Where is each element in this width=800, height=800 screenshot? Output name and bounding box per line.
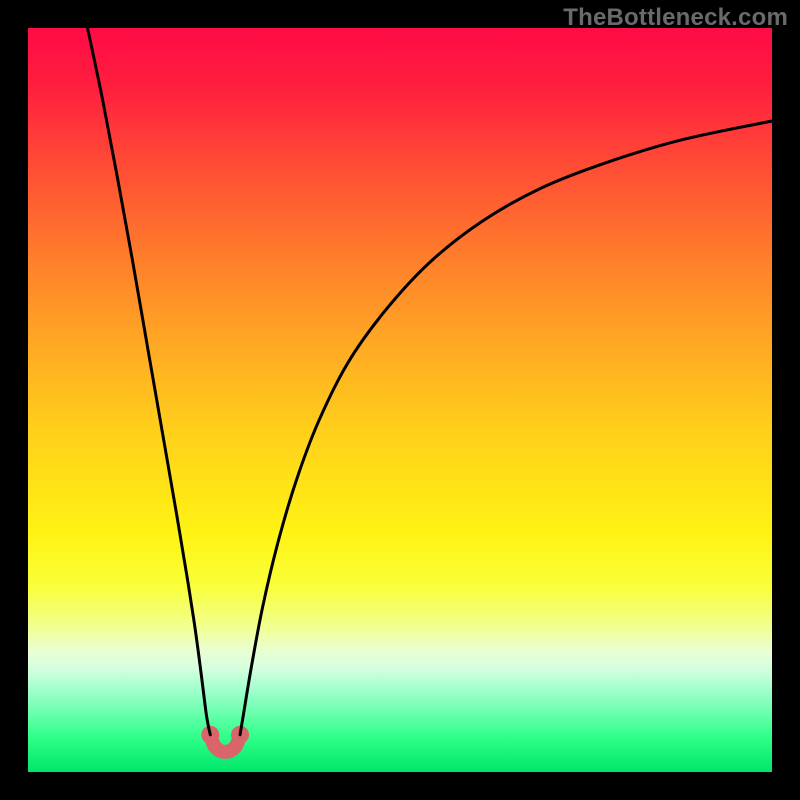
plot-area — [28, 28, 772, 772]
chart-stage: TheBottleneck.com — [0, 0, 800, 800]
watermark-text: TheBottleneck.com — [563, 4, 788, 32]
chart-svg — [0, 0, 800, 800]
